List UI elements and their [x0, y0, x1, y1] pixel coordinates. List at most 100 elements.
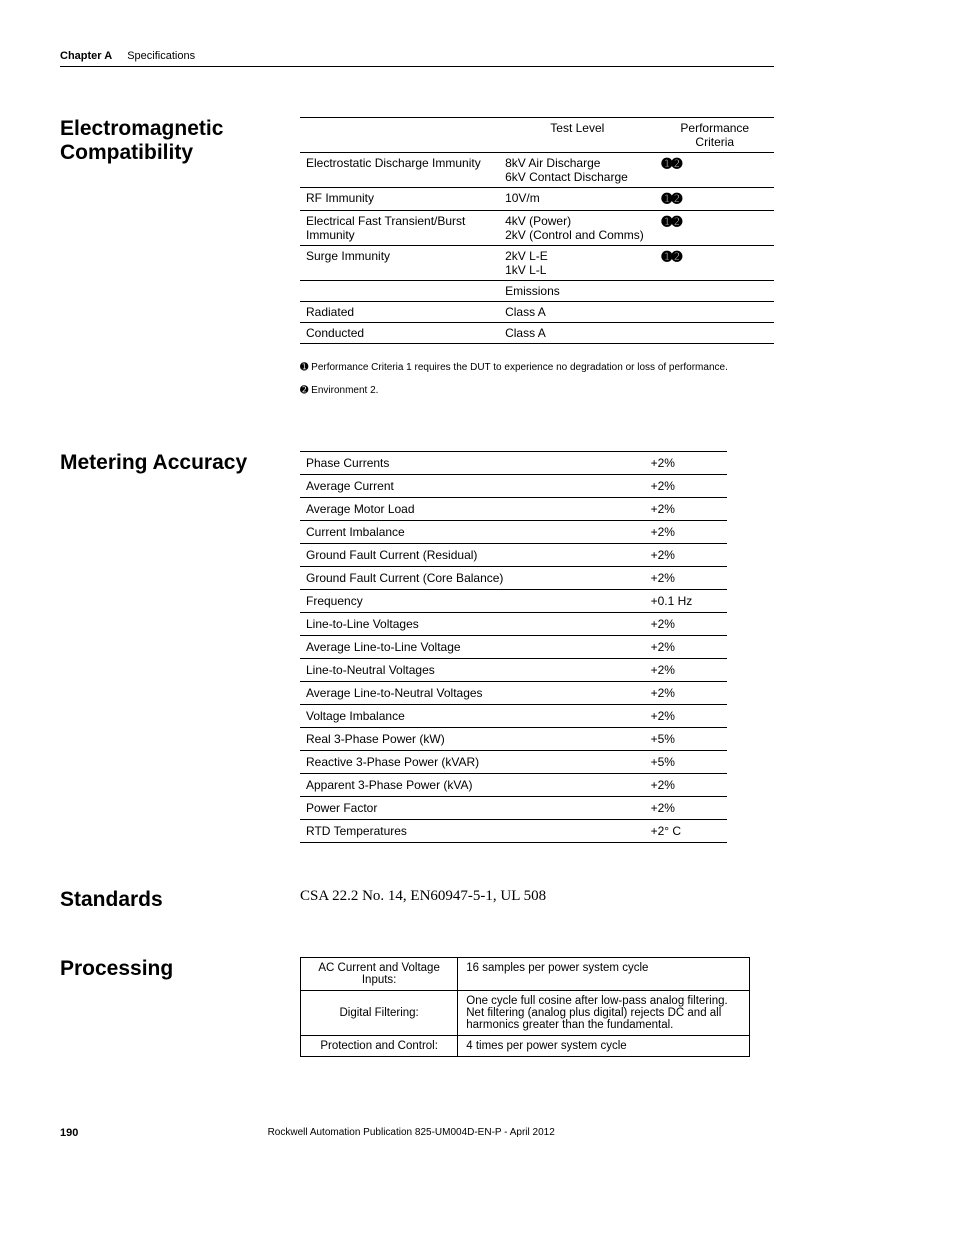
table-row: Average Line-to-Neutral Voltages+2%: [300, 682, 727, 705]
metering-label: Average Line-to-Neutral Voltages: [300, 682, 645, 705]
metering-value: +2%: [645, 659, 727, 682]
table-row: Protection and Control:4 times per power…: [301, 1036, 750, 1057]
table-row: Digital Filtering:One cycle full cosine …: [301, 991, 750, 1036]
table-row: Reactive 3-Phase Power (kVAR)+5%: [300, 751, 727, 774]
table-row: Line-to-Neutral Voltages+2%: [300, 659, 727, 682]
emc-val: Class A: [499, 323, 774, 344]
metering-label: Power Factor: [300, 797, 645, 820]
metering-label: Ground Fault Current (Residual): [300, 544, 645, 567]
emc-heading: Electromagnetic Compatibility: [60, 117, 300, 165]
metering-value: +0.1 Hz: [645, 590, 727, 613]
section-emc: Electromagnetic Compatibility Test Level…: [60, 117, 774, 406]
processing-heading: Processing: [60, 957, 300, 981]
table-row: Line-to-Line Voltages+2%: [300, 613, 727, 636]
metering-label: Average Motor Load: [300, 498, 645, 521]
emc-test: 10V/m: [499, 188, 655, 211]
chapter-title: Specifications: [127, 50, 195, 62]
table-row: Frequency+0.1 Hz: [300, 590, 727, 613]
page-footer: 190 Rockwell Automation Publication 825-…: [60, 1127, 774, 1139]
emc-footnotes: ➊ Performance Criteria 1 requires the DU…: [300, 360, 774, 398]
table-row: Average Current+2%: [300, 475, 727, 498]
table-row: Real 3-Phase Power (kW)+5%: [300, 728, 727, 751]
metering-label: Voltage Imbalance: [300, 705, 645, 728]
processing-label: Protection and Control:: [301, 1036, 458, 1057]
metering-heading: Metering Accuracy: [60, 451, 300, 475]
emc-table: Test Level Performance Criteria Electros…: [300, 117, 774, 344]
metering-value: +2%: [645, 797, 727, 820]
metering-value: +2%: [645, 498, 727, 521]
emc-test: 2kV L-E 1kV L-L: [499, 246, 655, 281]
metering-label: Phase Currents: [300, 452, 645, 475]
metering-label: Ground Fault Current (Core Balance): [300, 567, 645, 590]
emc-test: 4kV (Power) 2kV (Control and Comms): [499, 211, 655, 246]
metering-value: +2%: [645, 452, 727, 475]
table-row: Current Imbalance+2%: [300, 521, 727, 544]
processing-label: AC Current and Voltage Inputs:: [301, 958, 458, 991]
metering-label: RTD Temperatures: [300, 820, 645, 843]
emc-perf: ➊➋: [655, 211, 774, 246]
metering-label: Real 3-Phase Power (kW): [300, 728, 645, 751]
footer-spacer: [744, 1127, 774, 1139]
metering-value: +2%: [645, 705, 727, 728]
emc-test: 8kV Air Discharge 6kV Contact Discharge: [499, 153, 655, 188]
emc-perf: ➊➋: [655, 246, 774, 281]
metering-value: +2%: [645, 682, 727, 705]
table-row: RF Immunity 10V/m ➊➋: [300, 188, 774, 211]
chapter-label: Chapter A: [60, 50, 112, 62]
section-processing: Processing AC Current and Voltage Inputs…: [60, 957, 774, 1057]
metering-label: Average Line-to-Line Voltage: [300, 636, 645, 659]
emc-perf: ➊➋: [655, 153, 774, 188]
emc-name: Radiated: [300, 302, 499, 323]
processing-value: 4 times per power system cycle: [458, 1036, 750, 1057]
table-row: RTD Temperatures+2° C: [300, 820, 727, 843]
emc-col-blank: [300, 118, 499, 153]
metering-label: Average Current: [300, 475, 645, 498]
emc-col-test: Test Level: [499, 118, 655, 153]
emc-name: RF Immunity: [300, 188, 499, 211]
table-row: Voltage Imbalance+2%: [300, 705, 727, 728]
table-row: Conducted Class A: [300, 323, 774, 344]
metering-label: Current Imbalance: [300, 521, 645, 544]
table-row: Average Line-to-Line Voltage+2%: [300, 636, 727, 659]
metering-value: +2%: [645, 475, 727, 498]
table-row: AC Current and Voltage Inputs:16 samples…: [301, 958, 750, 991]
emc-name: Electrostatic Discharge Immunity: [300, 153, 499, 188]
metering-value: +2%: [645, 544, 727, 567]
emissions-label: Emissions: [499, 281, 774, 302]
emc-col-perf: Performance Criteria: [655, 118, 774, 153]
table-row: Power Factor+2%: [300, 797, 727, 820]
blank-cell: [300, 281, 499, 302]
table-row: Surge Immunity 2kV L-E 1kV L-L ➊➋: [300, 246, 774, 281]
emc-perf: ➊➋: [655, 188, 774, 211]
table-row: Phase Currents+2%: [300, 452, 727, 475]
emc-name: Surge Immunity: [300, 246, 499, 281]
metering-label: Line-to-Neutral Voltages: [300, 659, 645, 682]
emc-val: Class A: [499, 302, 774, 323]
table-row: Ground Fault Current (Residual)+2%: [300, 544, 727, 567]
table-row: Electrical Fast Transient/Burst Immunity…: [300, 211, 774, 246]
metering-value: +5%: [645, 751, 727, 774]
metering-value: +2%: [645, 774, 727, 797]
processing-value: 16 samples per power system cycle: [458, 958, 750, 991]
metering-value: +2%: [645, 636, 727, 659]
metering-value: +5%: [645, 728, 727, 751]
metering-value: +2° C: [645, 820, 727, 843]
metering-label: Reactive 3-Phase Power (kVAR): [300, 751, 645, 774]
emissions-header-row: Emissions: [300, 281, 774, 302]
table-row: Ground Fault Current (Core Balance)+2%: [300, 567, 727, 590]
emc-name: Conducted: [300, 323, 499, 344]
publication-info: Rockwell Automation Publication 825-UM00…: [268, 1127, 555, 1139]
metering-label: Frequency: [300, 590, 645, 613]
table-row: Apparent 3-Phase Power (kVA)+2%: [300, 774, 727, 797]
emc-name: Electrical Fast Transient/Burst Immunity: [300, 211, 499, 246]
metering-label: Line-to-Line Voltages: [300, 613, 645, 636]
metering-label: Apparent 3-Phase Power (kVA): [300, 774, 645, 797]
footnote-2: ➋ Environment 2.: [300, 383, 774, 398]
page-number: 190: [60, 1127, 78, 1139]
metering-value: +2%: [645, 521, 727, 544]
section-standards: Standards CSA 22.2 No. 14, EN60947-5-1, …: [60, 888, 774, 912]
table-row: Average Motor Load+2%: [300, 498, 727, 521]
standards-heading: Standards: [60, 888, 300, 912]
table-row: Electrostatic Discharge Immunity 8kV Air…: [300, 153, 774, 188]
section-metering: Metering Accuracy Phase Currents+2%Avera…: [60, 451, 774, 843]
